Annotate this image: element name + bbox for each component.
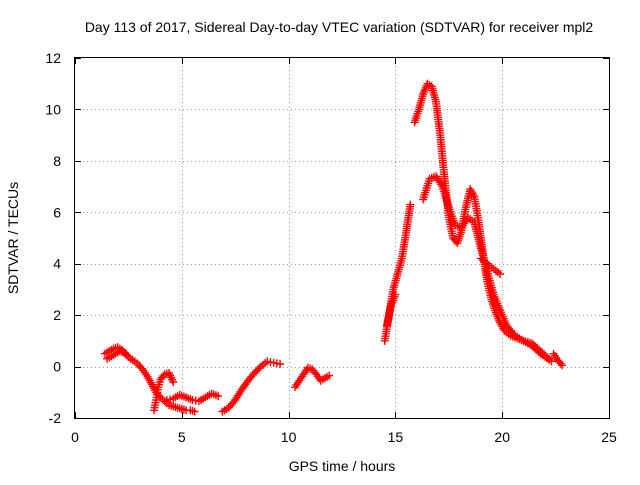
y-tick-label: 2 [53, 307, 61, 323]
data-point [391, 290, 400, 299]
series-mpl2-i [410, 79, 554, 363]
x-tick-label: 5 [178, 429, 186, 445]
y-tick-label: 6 [53, 204, 61, 220]
data-point [214, 392, 223, 401]
data-point [556, 359, 565, 368]
x-tick-label: 20 [494, 429, 510, 445]
data-point [496, 270, 505, 278]
y-tick-label: 4 [53, 256, 61, 272]
data-point [169, 378, 178, 386]
x-tick-label: 0 [71, 429, 79, 445]
y-tick-label: 8 [53, 153, 61, 169]
grid [75, 58, 609, 418]
x-axis-label: GPS time / hours [289, 458, 396, 474]
series-mpl2-b [103, 347, 133, 363]
y-tick-label: -2 [49, 410, 62, 426]
data-point [406, 200, 415, 209]
data-series [100, 79, 567, 416]
data-point [276, 360, 285, 368]
series-mpl2-e [218, 357, 285, 416]
x-tick-label: 25 [601, 429, 617, 445]
series-mpl2-k [476, 254, 505, 278]
y-axis-label: SDTVAR / TECUs [5, 182, 21, 294]
data-point [190, 407, 199, 416]
series-mpl2-h [382, 290, 400, 330]
data-point [558, 361, 567, 370]
series-mpl2-l [549, 349, 567, 370]
plot-frame [74, 57, 610, 419]
series-mpl2-d [162, 389, 223, 406]
y-tick-label: 0 [53, 359, 61, 375]
series-mpl2-j [419, 172, 556, 366]
data-point [325, 371, 334, 380]
data-point [124, 352, 133, 361]
y-tick-label: 10 [45, 101, 61, 117]
axis-ticks: 0 5 10 15 20 25 -2 0 2 4 6 8 10 12 [45, 50, 617, 445]
data-point [547, 357, 556, 366]
chart-title: Day 113 of 2017, Sidereal Day-to-day VTE… [85, 19, 594, 35]
x-tick-label: 10 [281, 429, 297, 445]
x-tick-label: 15 [388, 429, 404, 445]
data-point [469, 190, 478, 199]
y-tick-label: 12 [45, 50, 61, 66]
series-mpl2-f [291, 363, 334, 392]
series-mpl2-c [150, 369, 178, 415]
